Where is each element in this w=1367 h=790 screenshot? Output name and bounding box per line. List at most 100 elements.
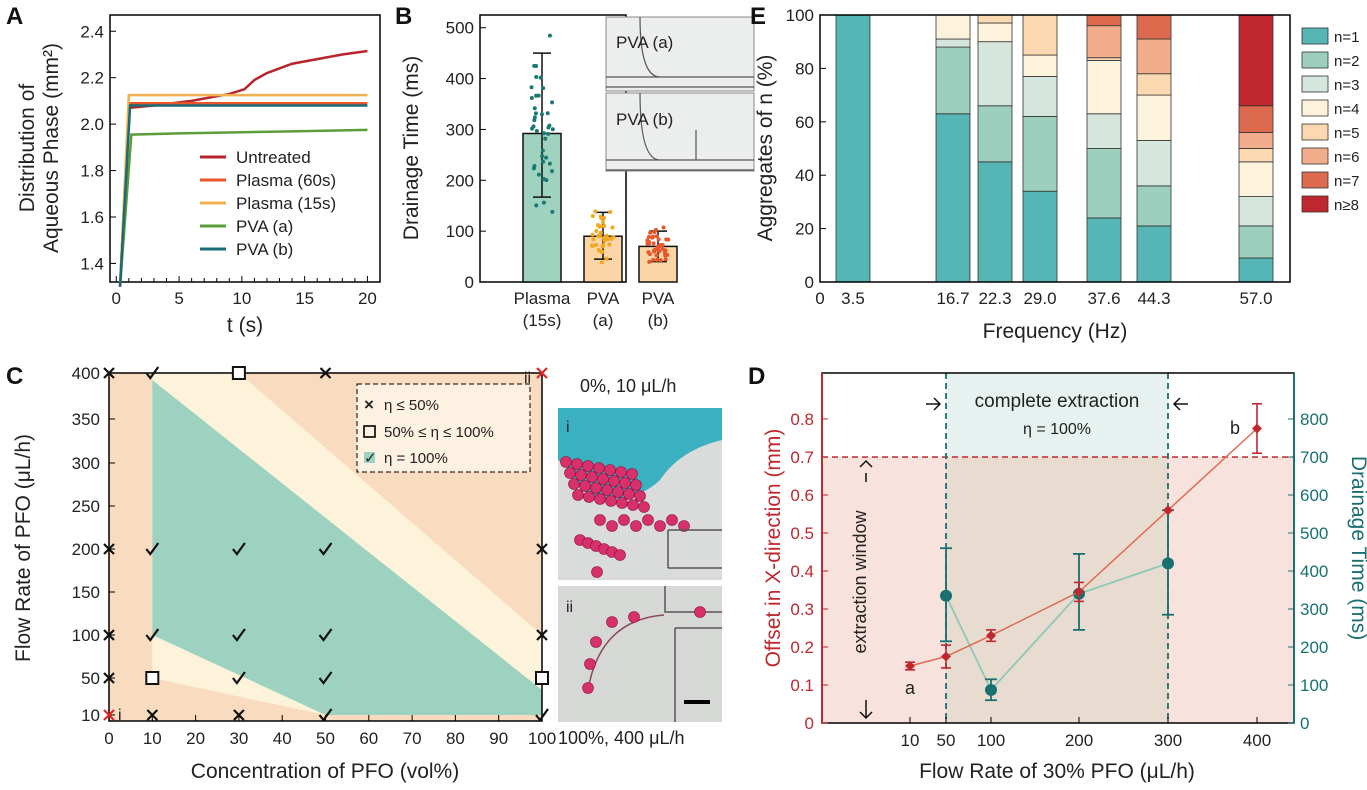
droplet <box>590 636 602 648</box>
panel-b-ytick-label: 400 <box>446 70 474 89</box>
data-dot <box>600 249 605 254</box>
stack-segment <box>1086 25 1122 59</box>
data-dot <box>646 250 651 255</box>
panel-d-ylabel-right: Drainage Time (ms) <box>1347 456 1367 640</box>
droplet <box>694 606 706 618</box>
data-dot <box>547 161 552 166</box>
marker-low <box>536 367 548 379</box>
data-dot <box>594 242 599 247</box>
left-ytick-label: 0.3 <box>790 600 814 619</box>
annotation-i: i <box>118 707 122 724</box>
data-dot <box>590 243 595 248</box>
micrograph-i-label: i <box>566 419 570 436</box>
droplet <box>630 479 642 491</box>
stack-segment <box>1136 14 1172 40</box>
stack-segment <box>1086 14 1122 27</box>
panel-b-xtick-label: PVA <box>642 289 675 308</box>
panel-b-xtick-label: (a) <box>593 311 614 330</box>
panel-e-ytick-label: 40 <box>795 166 814 185</box>
marker-mid <box>535 671 549 685</box>
panel-b-ytick-label: 100 <box>446 222 474 241</box>
droplet <box>623 488 635 500</box>
panel-d-annotations: complete extraction η = 100% extraction … <box>850 391 1240 698</box>
legend-label: n=3 <box>1334 77 1359 94</box>
point-b-label: b <box>1230 418 1240 438</box>
data-dot <box>611 235 616 240</box>
marker-low <box>103 629 115 641</box>
micrographs: 0%, 10 μL/h i ii 100%, 400 μL/h <box>558 376 722 748</box>
marker-full <box>535 708 549 722</box>
stack-segment <box>1136 38 1172 75</box>
panel-b-insets: PVA (a) PVA (b) <box>605 16 755 172</box>
droplet <box>614 549 626 561</box>
panel-c-xtick-label: 80 <box>446 729 465 748</box>
panel-d-xlabel: Flow Rate of 30% PFO (μL/h) <box>919 760 1195 783</box>
data-dot <box>648 230 653 235</box>
droplet <box>575 469 587 481</box>
data-dot <box>650 235 655 240</box>
panel-c-xtick-label: 60 <box>359 729 378 748</box>
droplet <box>593 462 605 474</box>
panel-e-bars <box>835 14 1274 283</box>
complete-extraction-band <box>946 373 1168 457</box>
data-dot <box>593 209 598 214</box>
data-dot <box>532 118 537 123</box>
droplet <box>601 484 613 496</box>
droplet <box>582 682 594 694</box>
droplet <box>591 566 603 578</box>
marker-low <box>103 709 115 721</box>
droplet <box>642 514 654 526</box>
data-dot <box>550 127 555 132</box>
droplet <box>608 475 620 487</box>
panel-e-xlabel: Frequency (Hz) <box>983 320 1128 343</box>
panel-c-legend: × η ≤ 50% 50% ≤ η ≤ 100% ✓ η = 100% <box>356 383 531 473</box>
legend-label: n≥8 <box>1334 197 1359 214</box>
stack-segment <box>1238 196 1274 227</box>
panel-a-xtick-label: 20 <box>358 289 377 308</box>
data-dot <box>661 225 666 230</box>
data-dot <box>546 125 551 130</box>
marker-low <box>103 672 115 684</box>
right-ytick-label: 300 <box>1300 600 1328 619</box>
offset-point <box>1252 423 1262 434</box>
panel-b-ylabel: Drainage Time (ms) <box>400 56 423 240</box>
droplet <box>594 493 606 505</box>
marker-full <box>145 542 160 556</box>
data-dot <box>607 242 612 247</box>
data-dot <box>531 166 536 171</box>
legend-label: n=2 <box>1334 53 1359 70</box>
panel-e-ytick-label: 60 <box>795 113 814 132</box>
panel-a-xlabel: t (s) <box>227 314 263 337</box>
droplet <box>618 514 630 526</box>
panel-a-frame <box>109 14 381 283</box>
data-dot <box>657 243 662 248</box>
panel-c-xtick-label: 20 <box>186 729 205 748</box>
marker-mid <box>145 671 160 685</box>
droplet <box>594 514 606 526</box>
data-dot <box>645 238 650 243</box>
data-dot <box>541 200 546 205</box>
data-dot <box>658 258 663 263</box>
panel-a-ytick-label: 2.0 <box>80 115 104 134</box>
data-dot <box>651 241 656 246</box>
legend-label: PVA (b) <box>236 240 293 259</box>
data-dot <box>591 237 596 242</box>
panel-c-xlabel: Concentration of PFO (vol%) <box>191 760 459 783</box>
right-ytick-label: 0 <box>1300 714 1309 733</box>
data-dot <box>541 131 546 136</box>
droplet <box>606 616 618 628</box>
stack-segment <box>1238 257 1274 283</box>
panel-e-ytick-label: 100 <box>786 6 814 25</box>
panel-e-legend: n=1 n=2 n=3 n=4 n=5 n=6 n=7 n≥8 <box>1301 27 1359 214</box>
stack-segment <box>1238 105 1274 133</box>
panel-a-ylabel-line1: Distribution of <box>16 84 39 213</box>
data-dot <box>545 111 550 116</box>
panel-c-ytick-label: 10 <box>81 706 100 725</box>
panel-d-axes: 0 0.1 0.2 0.3 0.4 0.5 0.6 0.7 0.8 0 100 200 300 400 50… <box>790 373 1328 750</box>
legend-swatch <box>1301 51 1329 69</box>
droplet <box>604 464 616 476</box>
legend-swatch <box>1301 171 1329 189</box>
micrograph-ii <box>558 586 722 722</box>
data-dot <box>529 85 534 90</box>
panel-b-bars: Plasma (15s) PVA (a) PVA (b) <box>514 33 678 330</box>
